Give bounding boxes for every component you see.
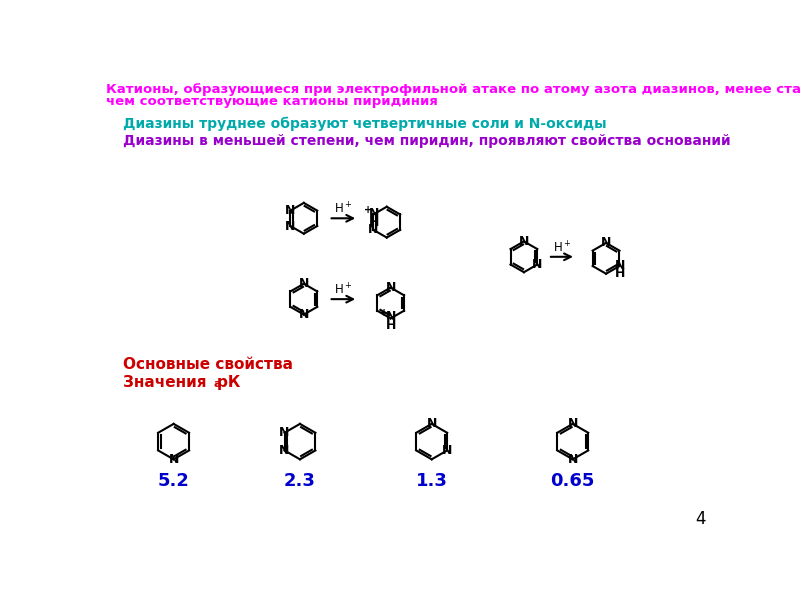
Text: а: а bbox=[213, 379, 221, 389]
Text: Диазины труднее образуют четвертичные соли и N-оксиды: Диазины труднее образуют четвертичные со… bbox=[123, 116, 607, 131]
Text: N: N bbox=[368, 223, 378, 236]
Text: 5.2: 5.2 bbox=[158, 472, 190, 490]
Text: Диазины в меньшей степени, чем пиридин, проявляют свойства оснований: Диазины в меньшей степени, чем пиридин, … bbox=[123, 134, 731, 148]
Text: N: N bbox=[286, 220, 295, 232]
Text: N: N bbox=[369, 207, 379, 220]
Text: N: N bbox=[567, 418, 578, 430]
Text: N: N bbox=[601, 236, 611, 250]
Text: N: N bbox=[518, 235, 529, 248]
Text: чем соответствующие катионы пиридиния: чем соответствующие катионы пиридиния bbox=[106, 95, 438, 108]
Text: 2.3: 2.3 bbox=[284, 472, 316, 490]
Text: +: + bbox=[364, 205, 372, 215]
Text: H$^+$: H$^+$ bbox=[334, 202, 353, 217]
Text: 0.65: 0.65 bbox=[550, 472, 595, 490]
Text: N: N bbox=[567, 453, 578, 466]
Text: N: N bbox=[298, 277, 309, 290]
Text: N: N bbox=[426, 418, 437, 430]
Text: H: H bbox=[386, 319, 396, 332]
Text: N: N bbox=[286, 204, 295, 217]
Text: N: N bbox=[279, 444, 290, 457]
Text: 4: 4 bbox=[695, 510, 706, 528]
Text: +: + bbox=[380, 308, 389, 318]
Text: N: N bbox=[279, 426, 290, 439]
Text: Катионы, образующиеся при электрофильной атаке по атому азота диазинов, менее ст: Катионы, образующиеся при электрофильной… bbox=[106, 83, 800, 96]
Text: N: N bbox=[615, 259, 626, 272]
Text: N: N bbox=[298, 308, 309, 321]
Text: N: N bbox=[532, 258, 542, 271]
Text: Значения  рК: Значения рК bbox=[123, 374, 241, 389]
Text: N: N bbox=[442, 444, 452, 457]
Text: N: N bbox=[386, 281, 396, 294]
Text: H$^+$: H$^+$ bbox=[553, 240, 571, 255]
Text: 1.3: 1.3 bbox=[416, 472, 448, 490]
Text: N: N bbox=[169, 453, 179, 466]
Text: Основные свойства: Основные свойства bbox=[123, 357, 294, 372]
Text: N: N bbox=[386, 310, 396, 323]
Text: H: H bbox=[615, 267, 626, 280]
Text: H: H bbox=[369, 215, 379, 229]
Text: H$^+$: H$^+$ bbox=[334, 282, 353, 298]
